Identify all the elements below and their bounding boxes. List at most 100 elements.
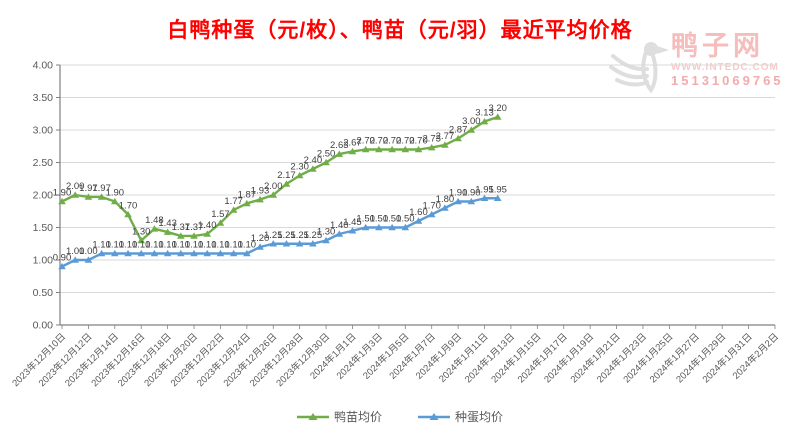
data-point-marker (388, 145, 396, 153)
data-point-label: 2.70 (356, 136, 375, 147)
data-point-marker (493, 113, 502, 120)
y-tick-label: 0.00 (33, 320, 54, 332)
data-point-marker (111, 197, 119, 205)
data-point-marker (177, 232, 185, 239)
data-point-marker (137, 249, 146, 257)
data-point-label: 1.10 (172, 240, 191, 251)
data-point-label: 1.10 (106, 240, 125, 251)
data-point-label: 2.70 (396, 136, 415, 147)
data-point-marker (163, 228, 172, 235)
data-point-label: 1.10 (119, 240, 138, 251)
data-point-label: 1.90 (53, 188, 72, 199)
x-tick-label: 2024年1月3日 (334, 331, 385, 382)
data-point-label: 1.97 (92, 183, 111, 194)
data-point-marker (401, 223, 410, 231)
data-point-label: 2.63 (330, 140, 349, 151)
data-point-marker (335, 230, 344, 237)
x-tick-label: 2024年1月1日 (308, 331, 359, 382)
data-point-label: 1.48 (145, 215, 164, 226)
data-point-marker (124, 249, 132, 257)
data-point-marker (322, 158, 330, 166)
data-point-label: 1.95 (488, 184, 507, 195)
data-point-marker (71, 256, 80, 263)
data-point-label: 1.50 (396, 214, 415, 225)
data-point-marker (269, 191, 278, 198)
data-point-label: 1.70 (119, 201, 138, 212)
data-point-marker (243, 249, 251, 257)
data-point-label: 1.10 (185, 240, 204, 251)
data-point-marker (150, 249, 159, 257)
data-point-label: 1.57 (211, 209, 230, 220)
x-tick-label: 2024年2月2日 (730, 331, 781, 382)
data-point-label: 1.30 (132, 227, 151, 238)
chart-legend: 鸭苗均价 种蛋均价 (0, 408, 800, 425)
data-point-marker (229, 249, 238, 257)
data-point-marker (427, 143, 436, 151)
data-point-label: 2.87 (449, 124, 468, 135)
data-point-label: 2.77 (436, 131, 455, 142)
chart-title: 白鸭种蛋（元/枚）、鸭苗（元/羽）最近平均价格 (167, 19, 633, 42)
data-point-marker (124, 210, 132, 218)
data-point-marker (361, 223, 370, 231)
egg-series-marker-icon (418, 412, 450, 420)
legend-item-egg-price[interactable]: 种蛋均价 (418, 408, 503, 425)
data-point-marker (375, 223, 383, 231)
data-point-marker (163, 249, 172, 257)
data-point-label: 1.90 (462, 188, 481, 199)
data-point-marker (177, 249, 185, 257)
data-point-label: 2.70 (383, 136, 402, 147)
data-point-label: 1.10 (145, 240, 164, 251)
data-point-label: 1.25 (304, 230, 323, 241)
data-point-marker (322, 236, 330, 244)
data-point-marker (295, 240, 304, 247)
data-point-label: 1.00 (79, 246, 98, 257)
data-point-label: 1.50 (383, 214, 402, 225)
data-point-marker (454, 197, 462, 205)
duckling-series-marker-icon (296, 412, 329, 420)
data-point-marker (282, 240, 291, 247)
data-point-label: 2.67 (343, 137, 362, 148)
data-point-marker (84, 256, 93, 263)
data-point-marker (97, 193, 106, 200)
data-point-marker (150, 225, 159, 232)
data-point-marker (295, 171, 304, 179)
data-point-marker (216, 219, 225, 226)
data-point-label: 1.80 (436, 194, 455, 205)
x-tick-label: 2024年1月5日 (360, 331, 411, 382)
data-point-label: 3.20 (488, 103, 507, 114)
data-point-label: 1.30 (317, 227, 336, 238)
data-point-marker (441, 141, 449, 148)
data-point-marker (111, 249, 119, 257)
data-point-marker (348, 227, 357, 234)
data-point-label: 0.90 (53, 253, 72, 264)
data-point-marker (203, 249, 212, 257)
data-point-marker (229, 206, 238, 213)
data-point-label: 1.40 (330, 220, 349, 231)
data-point-marker (256, 243, 264, 250)
data-point-marker (361, 145, 370, 153)
data-point-marker (309, 240, 317, 247)
data-point-label: 1.37 (172, 222, 191, 233)
y-tick-label: 1.50 (33, 222, 54, 234)
data-point-marker (71, 191, 80, 198)
data-point-label: 2.40 (304, 155, 323, 166)
data-point-marker (427, 210, 436, 218)
data-point-marker (243, 199, 251, 207)
data-point-marker (414, 217, 423, 224)
data-point-label: 2.70 (370, 136, 389, 147)
data-point-marker (467, 126, 476, 133)
y-tick-label: 1.00 (33, 255, 54, 267)
data-point-label: 1.10 (238, 240, 257, 251)
data-point-marker (58, 262, 66, 270)
data-point-label: 2.50 (317, 149, 336, 160)
data-point-marker (58, 197, 66, 205)
data-point-label: 2.73 (422, 134, 441, 145)
data-point-marker (348, 147, 357, 155)
data-point-marker (256, 195, 264, 203)
price-line-chart: 0.000.501.001.502.002.503.003.504.002023… (10, 60, 782, 390)
legend-item-duckling-price[interactable]: 鸭苗均价 (296, 408, 382, 425)
data-point-label: 1.70 (422, 201, 441, 212)
data-point-marker (388, 223, 396, 231)
data-point-label: 1.45 (343, 217, 362, 228)
data-point-marker (441, 204, 449, 211)
